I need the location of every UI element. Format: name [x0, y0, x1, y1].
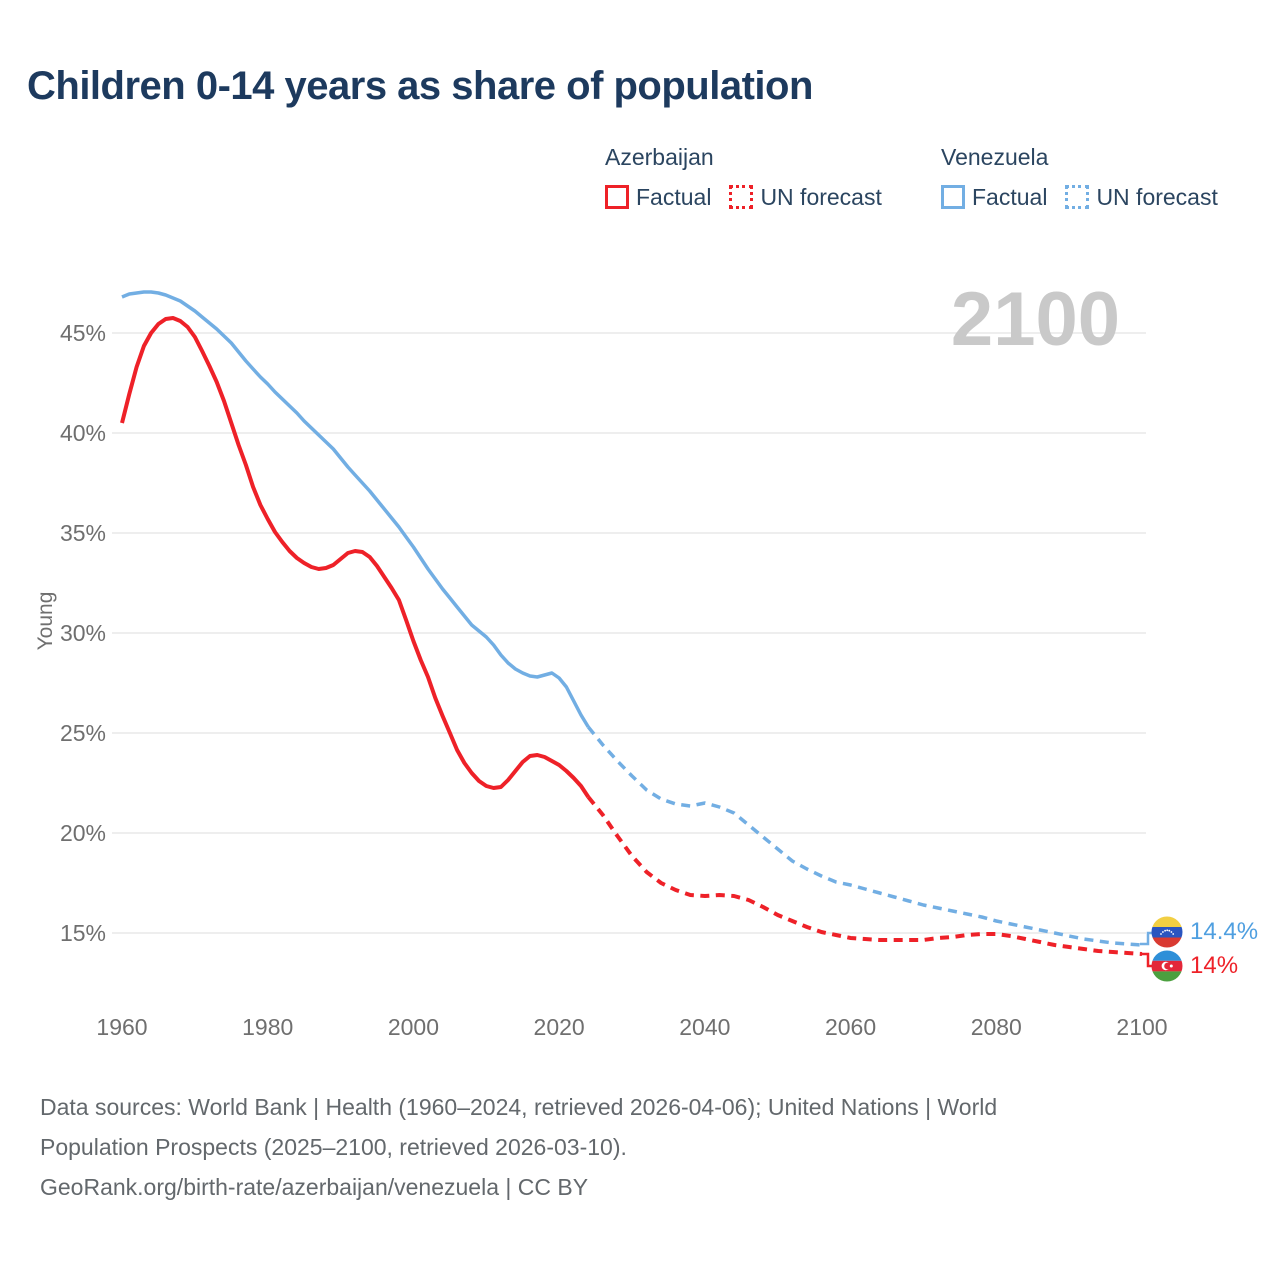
azerbaijan-label-connector	[1141, 952, 1152, 968]
footer-line: Data sources: World Bank | Health (1960–…	[40, 1094, 998, 1120]
watermark-year: 2100	[951, 277, 1120, 362]
x-tick-2080: 2080	[970, 1014, 1022, 1040]
legend-item-label: Factual	[972, 183, 1048, 210]
y-tick-30%: 30%	[59, 620, 106, 646]
x-tick-1980: 1980	[242, 1014, 294, 1040]
azerbaijan-end-value: 14%	[1190, 952, 1239, 979]
footer-line: Population Prospects (2025–2100, retriev…	[40, 1134, 627, 1160]
legend-country-azerbaijan: Azerbaijan	[605, 144, 714, 170]
legend-country-venezuela: Venezuela	[941, 144, 1049, 170]
x-tick-2040: 2040	[679, 1014, 731, 1040]
azerbaijan-forecast-line	[586, 795, 1143, 956]
x-tick-2100: 2100	[1116, 1014, 1168, 1040]
x-tick-2020: 2020	[533, 1014, 585, 1040]
venezuela-factual-swatch-icon	[941, 185, 965, 209]
footer-attribution: Data sources: World Bank | Health (1960–…	[40, 1087, 997, 1207]
legend-group-azerbaijan: Azerbaijan Factual UN forecast	[605, 144, 882, 210]
azerbaijan-factual-line	[120, 316, 590, 799]
venezuela-label-connector	[1140, 931, 1152, 946]
legend-item-label: UN forecast	[1096, 183, 1218, 210]
azerbaijan-forecast-swatch-icon	[729, 185, 754, 209]
legend-group-venezuela: Venezuela Factual UN forecast	[941, 144, 1218, 210]
legend-item-label: Factual	[636, 183, 712, 210]
x-tick-1960: 1960	[96, 1014, 148, 1040]
y-tick-25%: 25%	[59, 720, 106, 746]
y-tick-15%: 15%	[59, 920, 106, 946]
y-axis-title: Young	[34, 591, 57, 651]
y-tick-35%: 35%	[59, 520, 106, 546]
venezuela-factual-line	[121, 290, 590, 728]
data-series	[120, 290, 1143, 956]
azerbaijan-factual-swatch-icon	[605, 185, 629, 209]
label-connectors	[1140, 931, 1152, 968]
venezuela-end-value: 14.4%	[1190, 918, 1259, 945]
x-tick-2060: 2060	[824, 1014, 877, 1040]
venezuela-flag-icon	[1151, 916, 1183, 948]
legend-item-label: UN forecast	[760, 183, 882, 210]
y-tick-20%: 20%	[59, 820, 106, 846]
venezuela-forecast-line	[586, 725, 1143, 947]
y-tick-40%: 40%	[59, 420, 106, 446]
gridlines	[112, 332, 1146, 934]
page-title: Children 0-14 years as share of populati…	[27, 64, 813, 108]
azerbaijan-flag-icon	[1151, 950, 1183, 982]
y-tick-45%: 45%	[59, 320, 106, 346]
venezuela-forecast-swatch-icon	[1065, 185, 1090, 209]
footer-line: GeoRank.org/birth-rate/azerbaijan/venezu…	[40, 1174, 589, 1200]
x-tick-2000: 2000	[387, 1014, 439, 1040]
